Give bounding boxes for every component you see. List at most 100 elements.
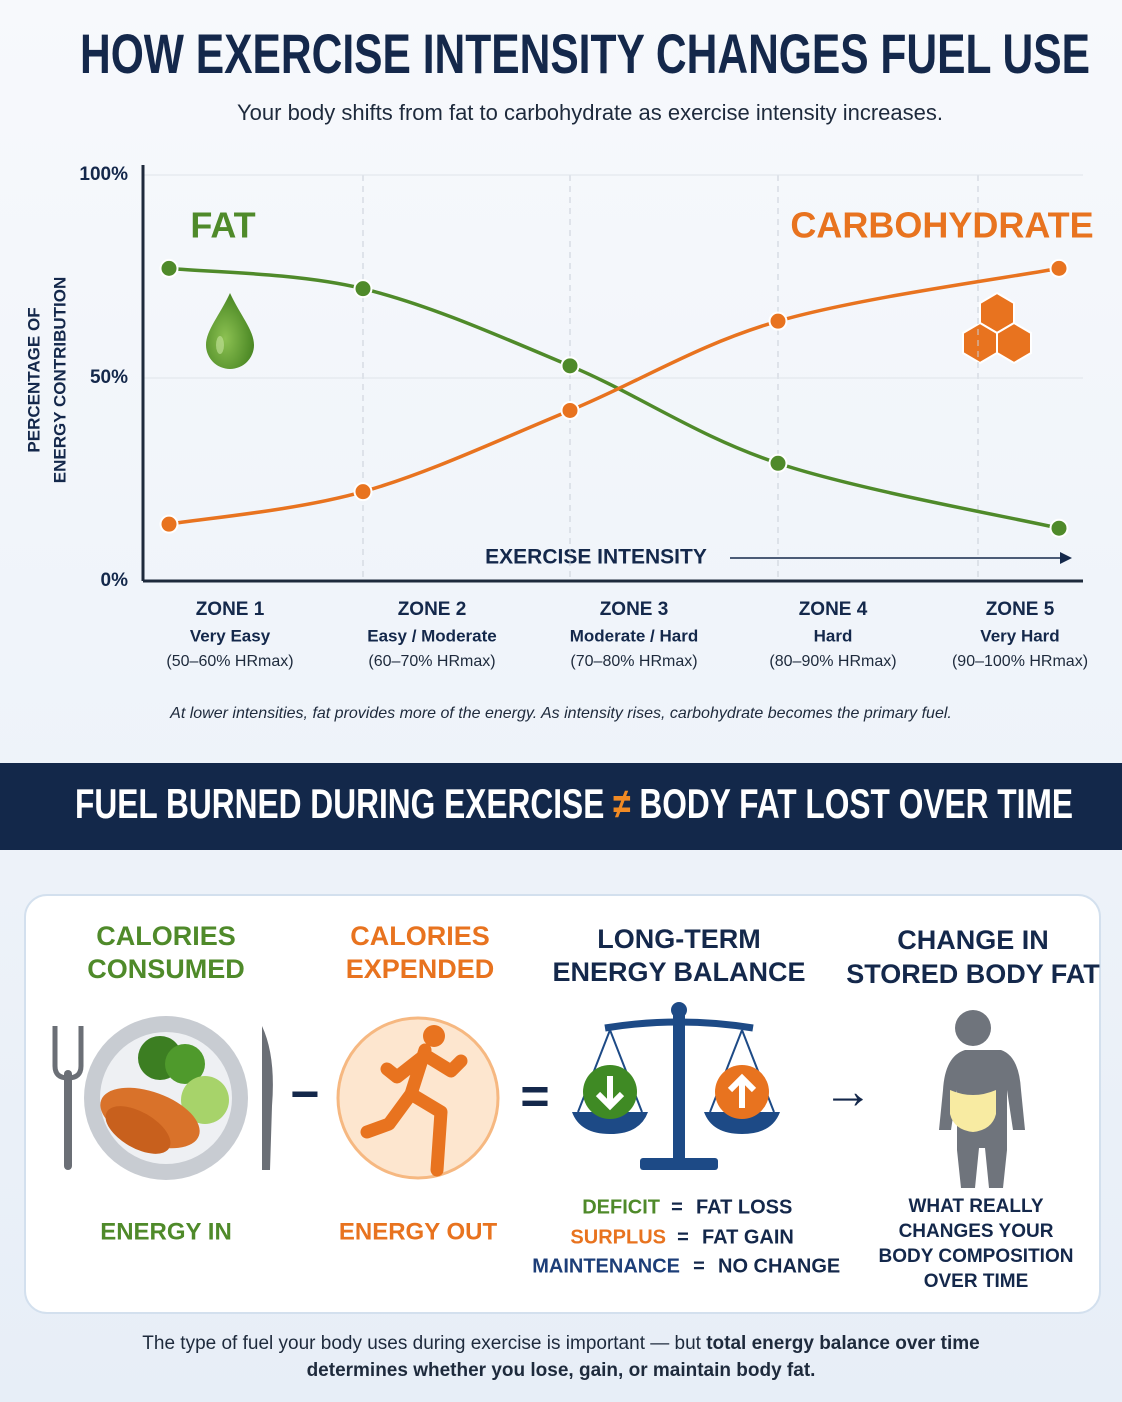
data-point [768, 311, 788, 331]
intensity-arrowhead [1060, 552, 1072, 564]
body-head [955, 1010, 991, 1046]
rule-term: MAINTENANCE [532, 1255, 680, 1277]
y-tick-label: 0% [101, 570, 129, 591]
knife [262, 1026, 273, 1170]
footer-bold: determines whether you lose, gain, or ma… [307, 1360, 816, 1381]
footer-line: The type of fuel your body uses during e… [142, 1333, 979, 1354]
balance-rules: DEFICIT = FAT LOSS SURPLUS = FAT GAIN MA… [532, 1196, 840, 1277]
heading-line: EXPENDED [346, 954, 495, 984]
zone-name: Hard [814, 626, 853, 645]
chart-caption: At lower intensities, fat provides more … [169, 705, 952, 722]
body-icon [939, 1010, 1025, 1188]
rule-operator: = [671, 1196, 683, 1218]
zone-range: (50–60% HRmax) [166, 653, 293, 670]
expended-label: ENERGY OUT [339, 1218, 498, 1245]
minus-operator: − [290, 1066, 319, 1122]
rule-term: SURPLUS [570, 1226, 666, 1248]
heading-line: CONSUMED [87, 954, 245, 984]
scale-pan [704, 1112, 780, 1134]
legend-label: CARBOHYDRATE [790, 205, 1093, 246]
zone-name: Very Hard [980, 626, 1059, 645]
y-tick-label: 100% [79, 164, 128, 185]
zone-range: (90–100% HRmax) [952, 653, 1088, 670]
data-point [560, 356, 580, 376]
carb-icon [962, 291, 1032, 365]
rule-result: FAT LOSS [696, 1196, 792, 1218]
data-point [353, 279, 373, 299]
scale-beam [604, 1018, 754, 1032]
y-tick-label: 50% [90, 367, 128, 388]
chart: PERCENTAGE OF ENERGY CONTRIBUTION EXERCI… [24, 164, 1093, 722]
y-axis-label: PERCENTAGE OF [24, 307, 43, 452]
zone-name: Very Easy [190, 626, 271, 645]
data-point [1049, 518, 1069, 538]
fork [64, 1070, 72, 1170]
x-tick-label: ZONE 3 [600, 599, 669, 620]
note-line: WHAT REALLY [908, 1196, 1043, 1217]
data-point [159, 514, 179, 534]
footer-normal: The type of fuel your body uses during e… [142, 1333, 706, 1354]
scale-post [673, 1012, 685, 1158]
y-axis-label: ENERGY CONTRIBUTION [50, 277, 69, 484]
zone-range: (60–70% HRmax) [368, 653, 495, 670]
subtitle: Your body shifts from fat to carbohydrat… [237, 100, 943, 125]
scale-base [640, 1158, 718, 1170]
banner-right: BODY FAT LOST OVER TIME [639, 780, 1073, 827]
zone-range: (80–90% HRmax) [769, 653, 896, 670]
consumed-heading: CALORIES CONSUMED [87, 921, 245, 984]
equation-panel [24, 894, 1101, 1314]
banner-symbol: ≠ [613, 780, 630, 827]
expended-heading: CALORIES EXPENDED [346, 921, 495, 984]
fork-tines [52, 1026, 84, 1081]
scale-top [671, 1002, 687, 1018]
rule-operator: = [677, 1226, 689, 1248]
heading-line: CALORIES [96, 921, 236, 951]
hexagon [996, 321, 1032, 365]
runner-icon [336, 1016, 500, 1180]
x-tick-label: ZONE 1 [196, 599, 265, 620]
note-line: CHANGES YOUR [899, 1221, 1054, 1242]
scale-pan [572, 1112, 648, 1134]
footer-bold: total energy balance over time [706, 1333, 980, 1354]
data-point [768, 453, 788, 473]
scale-icon [572, 1002, 780, 1170]
arrow-operator: → [823, 1063, 873, 1119]
rule-operator: = [693, 1255, 705, 1277]
rule-result: FAT GAIN [702, 1226, 794, 1248]
heading-line: STORED BODY FAT [846, 959, 1100, 989]
zone-name: Easy / Moderate [367, 626, 496, 645]
down-arrow [595, 1076, 625, 1111]
heading-line: LONG-TERM [597, 924, 760, 954]
data-point [1049, 258, 1069, 278]
heading-line: ENERGY BALANCE [552, 957, 805, 987]
plate-icon [52, 1016, 273, 1180]
banner-left: FUEL BURNED DURING EXERCISE [75, 780, 604, 827]
balance-heading: LONG-TERM ENERGY BALANCE [552, 924, 805, 987]
broccoli [165, 1044, 205, 1084]
x-axis-annotation: EXERCISE INTENSITY [485, 546, 707, 569]
data-point [560, 400, 580, 420]
rule-term: DEFICIT [582, 1196, 660, 1218]
body-fat-area [950, 1090, 996, 1132]
note-line: OVER TIME [924, 1271, 1029, 1292]
result-note: WHAT REALLY CHANGES YOUR BODY COMPOSITIO… [879, 1196, 1074, 1292]
banner-text: FUEL BURNED DURING EXERCISE ≠ BODY FAT L… [75, 780, 1073, 827]
runner-head [423, 1025, 445, 1047]
result-heading: CHANGE IN STORED BODY FAT [846, 925, 1100, 989]
title: HOW EXERCISE INTENSITY CHANGES FUEL USE [80, 22, 1090, 85]
equals-operator: = [520, 1068, 549, 1124]
zone-name: Moderate / Hard [570, 626, 698, 645]
chicken [105, 1106, 171, 1154]
hexagon [962, 321, 998, 365]
x-tick-label: ZONE 4 [799, 599, 868, 620]
data-point [353, 482, 373, 502]
fat-icon-highlight [216, 336, 224, 354]
x-tick-label: ZONE 5 [986, 599, 1055, 620]
heading-line: CALORIES [350, 921, 490, 951]
legend-label: FAT [190, 205, 255, 246]
banner [0, 763, 1122, 850]
up-arrow [727, 1073, 757, 1108]
rule-result: NO CHANGE [718, 1255, 840, 1277]
lettuce [181, 1076, 229, 1124]
